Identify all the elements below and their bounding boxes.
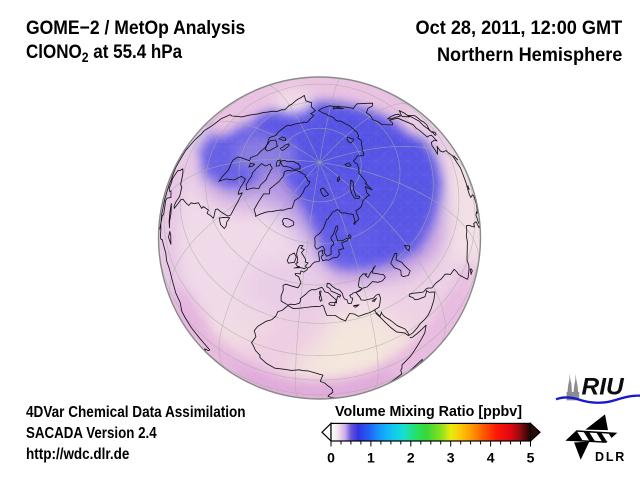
svg-text:0: 0 <box>327 450 335 466</box>
svg-text:5: 5 <box>527 450 535 466</box>
svg-text:2: 2 <box>407 450 415 466</box>
svg-text:4: 4 <box>487 450 495 466</box>
svg-text:3: 3 <box>447 450 455 466</box>
svg-text:1: 1 <box>367 450 375 466</box>
svg-text:DLR: DLR <box>595 450 626 464</box>
svg-text:RIU: RIU <box>582 374 626 401</box>
